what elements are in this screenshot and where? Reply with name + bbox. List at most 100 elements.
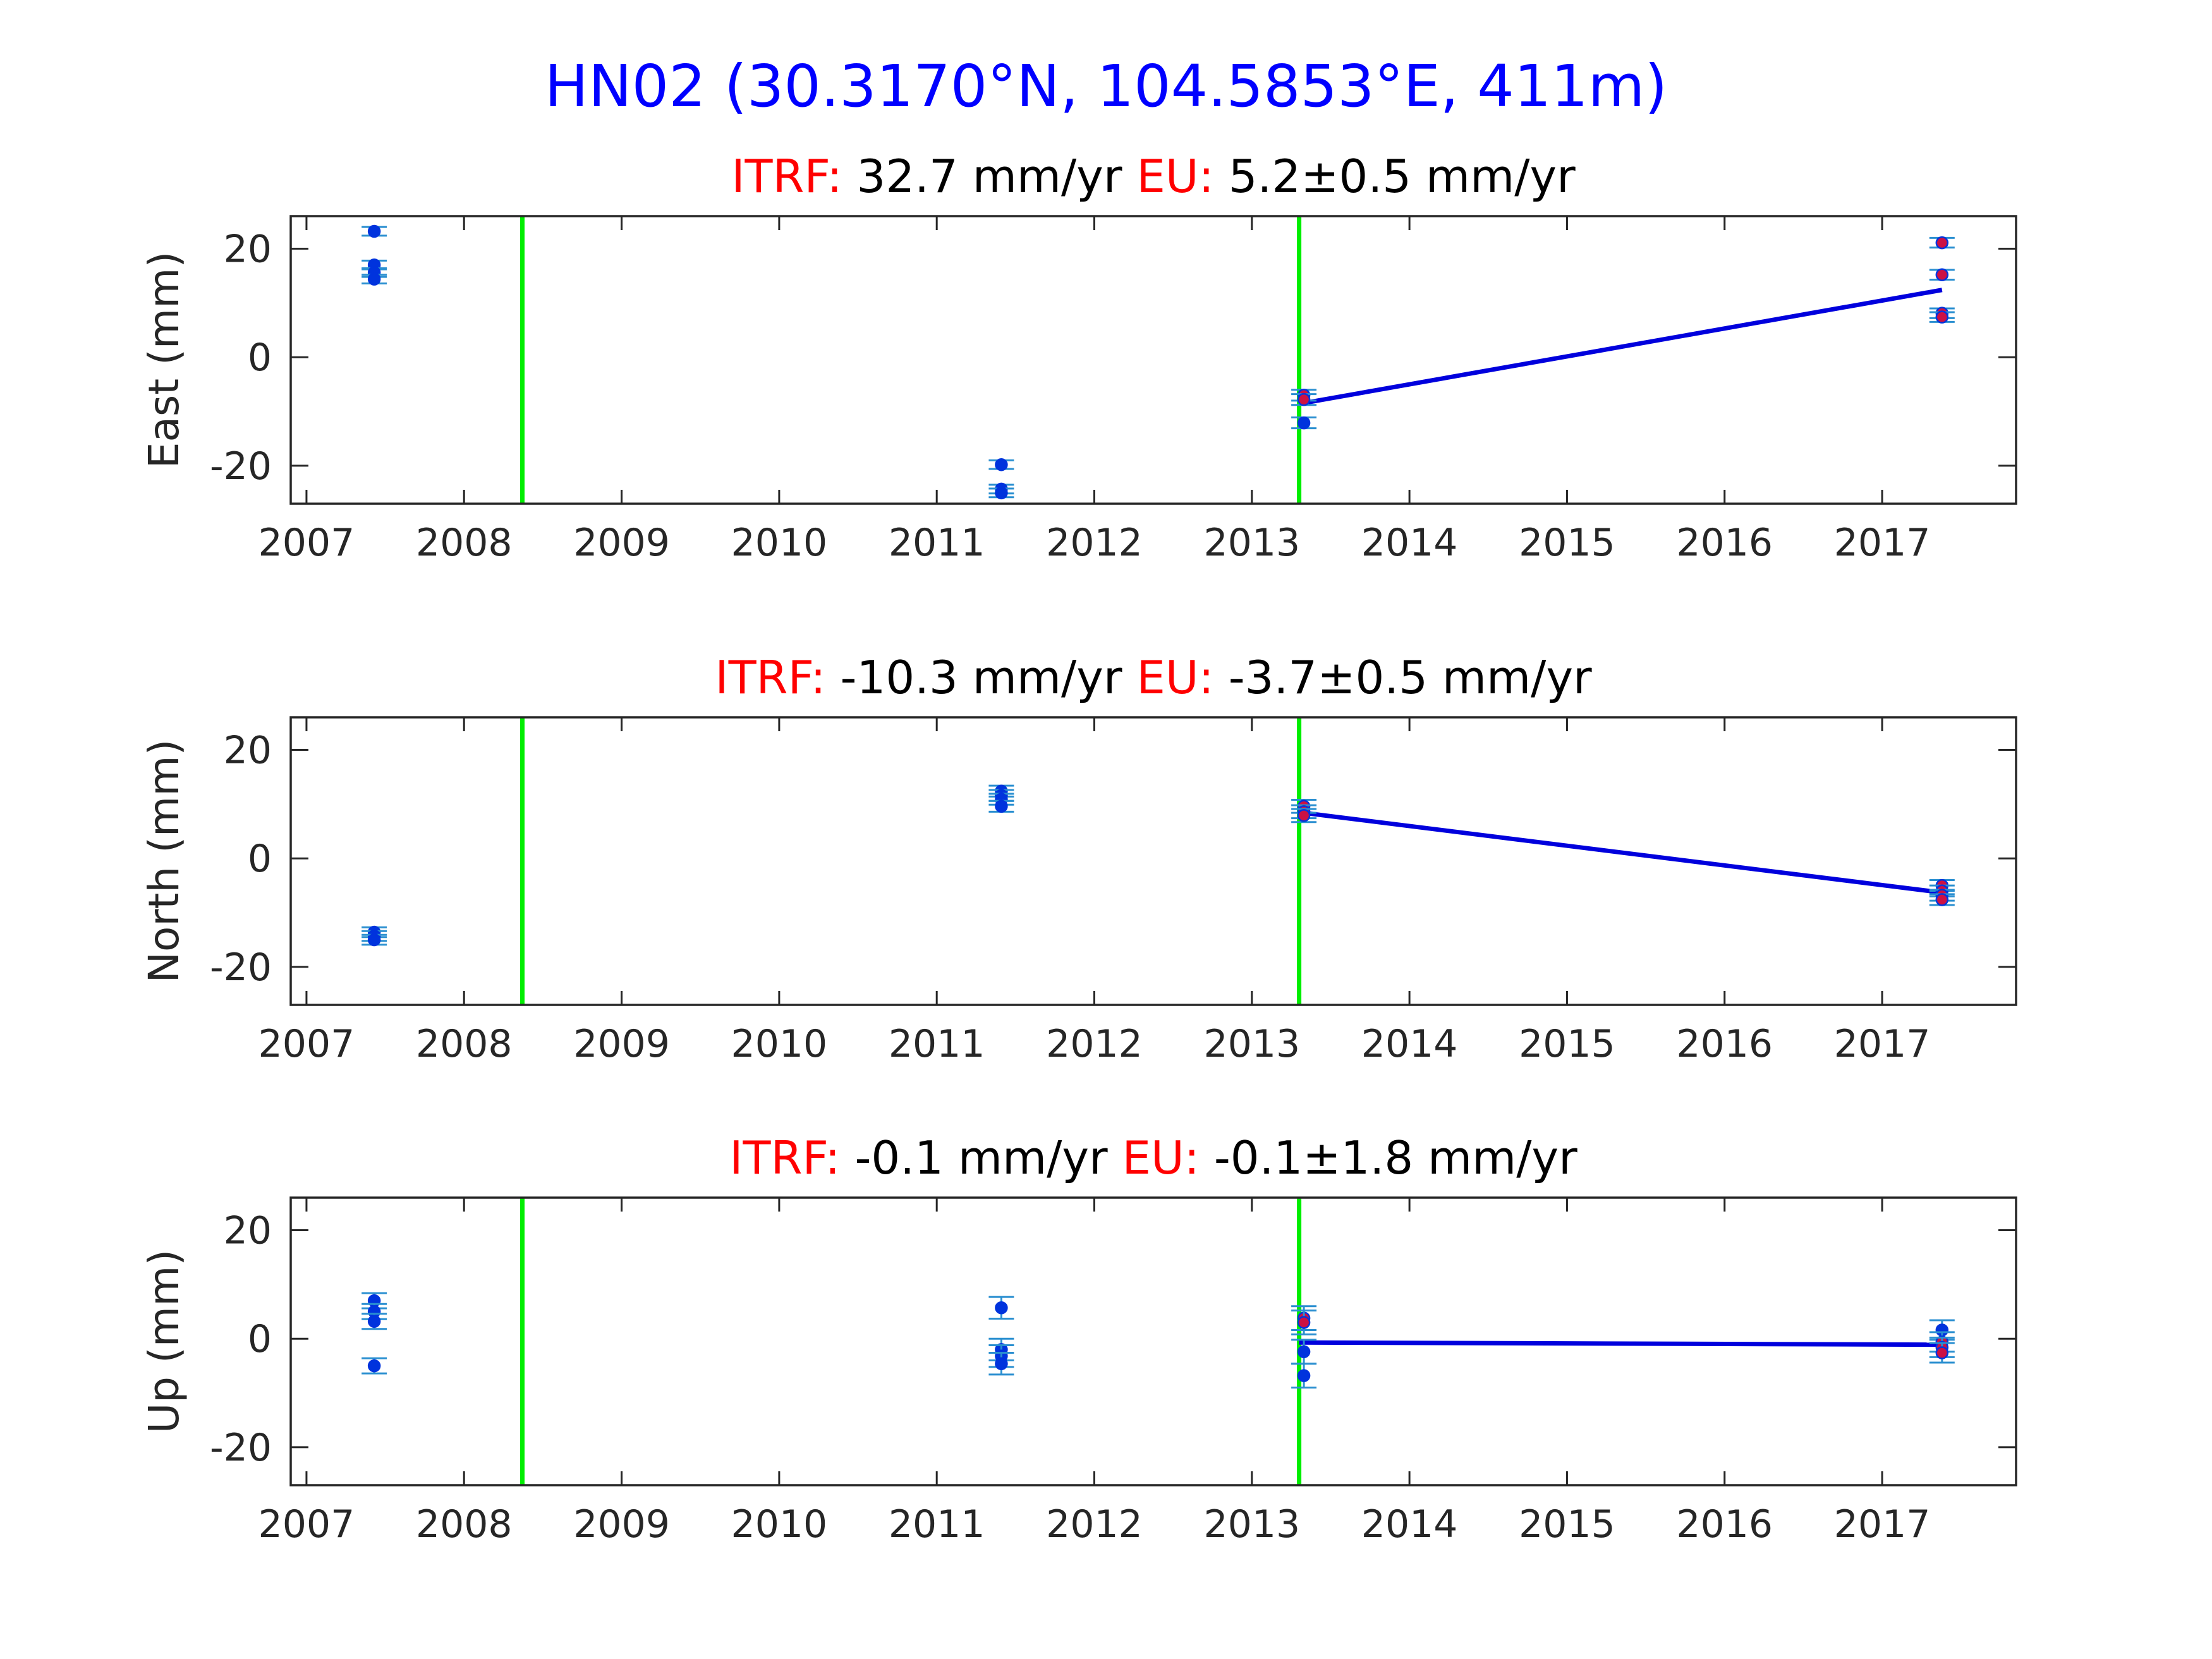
data-point [1291, 808, 1317, 823]
data-marker [1297, 1369, 1311, 1382]
data-marker [1935, 310, 1949, 324]
rates-eu-value: -3.7±0.5 mm/yr [1229, 651, 1592, 704]
data-marker [1297, 416, 1311, 430]
data-marker [1297, 1345, 1311, 1359]
data-marker [367, 1315, 381, 1328]
x-tick-label: 2017 [1834, 1022, 1931, 1066]
x-tick-label: 2015 [1519, 1502, 1615, 1547]
data-point [1929, 893, 1955, 906]
data-point [988, 799, 1014, 813]
axes-box [289, 215, 2017, 505]
x-tick-label: 2015 [1519, 521, 1615, 565]
x-tick-label: 2013 [1203, 521, 1300, 565]
data-marker [367, 1359, 381, 1373]
rates-eu-value: -0.1±1.8 mm/yr [1214, 1131, 1577, 1184]
rates-itrf-label: ITRF: [715, 651, 825, 704]
figure-title: HN02 (30.3170°N, 104.5853°E, 411m) [545, 52, 1668, 120]
rates-spacer [1122, 651, 1136, 704]
x-tick-label: 2013 [1203, 1502, 1300, 1547]
fit-line [1299, 1340, 1942, 1347]
rates-eu-value: 5.2±0.5 mm/yr [1229, 150, 1576, 203]
y-tick-label: 20 [224, 729, 272, 773]
fit-line [1299, 810, 1943, 895]
rates-spacer [826, 651, 841, 704]
data-point [988, 458, 1014, 471]
x-tick-label: 2017 [1834, 521, 1931, 565]
data-marker [367, 933, 381, 947]
y-axis-label: Up (mm) [140, 1249, 188, 1433]
x-tick-label: 2011 [889, 1502, 985, 1547]
plot-area [362, 216, 1955, 504]
rates-title: ITRF: 32.7 mm/yr EU: 5.2±0.5 mm/yr [731, 150, 1576, 203]
x-tick-label: 2007 [258, 1502, 355, 1547]
plot-area [362, 1198, 1955, 1485]
y-axis-label: North (mm) [140, 739, 188, 983]
x-tick-label: 2009 [573, 1022, 670, 1066]
data-marker [1935, 236, 1949, 250]
x-tick-label: 2009 [573, 1502, 670, 1547]
data-point [988, 1296, 1014, 1320]
rates-itrf-label: ITRF: [729, 1131, 840, 1184]
data-marker [995, 458, 1008, 471]
panel-north: ITRF: -10.3 mm/yr EU: -3.7±0.5 mm/yr 2007… [140, 651, 2017, 1066]
data-point [988, 1352, 1014, 1376]
rates-title: ITRF: -0.1 mm/yr EU: -0.1±1.8 mm/yr [729, 1131, 1577, 1184]
rates-spacer [842, 150, 857, 203]
x-tick-label: 2008 [416, 1022, 513, 1066]
x-tick-label: 2016 [1676, 1022, 1773, 1066]
data-marker [1297, 809, 1311, 822]
data-marker [1297, 1316, 1311, 1329]
x-tick-label: 2009 [573, 521, 670, 565]
rates-spacer [1108, 1131, 1122, 1184]
data-point [1929, 310, 1955, 324]
x-tick-label: 2011 [889, 1022, 985, 1066]
x-tick-label: 2015 [1519, 1022, 1615, 1066]
rates-itrf-value: 32.7 mm/yr [857, 150, 1122, 203]
data-marker [995, 1301, 1008, 1315]
axes-box [289, 1196, 2017, 1486]
x-tick-label: 2008 [416, 1502, 513, 1547]
data-marker [1297, 392, 1311, 406]
rates-eu-label: EU: [1136, 651, 1213, 704]
x-tick-label: 2007 [258, 1022, 355, 1066]
x-tick-label: 2014 [1361, 521, 1458, 565]
data-point [1291, 416, 1317, 430]
data-marker [1935, 893, 1949, 906]
x-tick-label: 2017 [1834, 1502, 1931, 1547]
x-tick-label: 2011 [889, 521, 985, 565]
data-point [362, 224, 387, 238]
x-tick-label: 2012 [1046, 1022, 1143, 1066]
data-point [362, 272, 387, 286]
rates-itrf-value: -10.3 mm/yr [841, 651, 1122, 704]
data-marker [1935, 1346, 1949, 1359]
x-tick-label: 2010 [731, 521, 828, 565]
x-tick-label: 2016 [1676, 1502, 1773, 1547]
y-tick-label: 20 [224, 228, 272, 272]
rates-spacer [1214, 651, 1229, 704]
data-point [1929, 236, 1955, 250]
fit-line [1299, 288, 1943, 406]
data-marker [995, 1357, 1008, 1370]
data-marker [367, 272, 381, 286]
x-tick-label: 2014 [1361, 1022, 1458, 1066]
data-point [1291, 392, 1317, 406]
panel-east: ITRF: 32.7 mm/yr EU: 5.2±0.5 mm/yr 2007 20… [140, 150, 2017, 565]
rates-spacer [1122, 150, 1136, 203]
y-tick-label: 0 [248, 1317, 272, 1361]
data-point [1929, 268, 1955, 281]
data-point [1291, 1339, 1317, 1365]
axes-box [289, 716, 2017, 1006]
data-marker [995, 486, 1008, 500]
x-tick-label: 2012 [1046, 521, 1143, 565]
rates-spacer [1200, 1131, 1214, 1184]
rates-eu-label: EU: [1122, 1131, 1199, 1184]
x-tick-label: 2012 [1046, 1502, 1143, 1547]
x-tick-label: 2007 [258, 521, 355, 565]
data-marker [995, 799, 1008, 813]
x-tick-label: 2016 [1676, 521, 1773, 565]
x-tick-label: 2010 [731, 1502, 828, 1547]
y-tick-label: 20 [224, 1209, 272, 1253]
y-tick-label: -20 [210, 444, 272, 489]
y-tick-label: -20 [210, 945, 272, 990]
